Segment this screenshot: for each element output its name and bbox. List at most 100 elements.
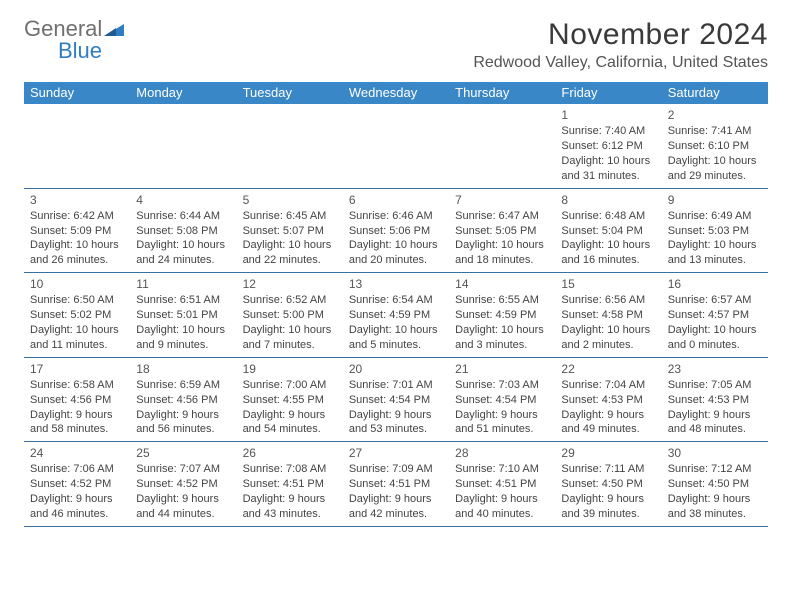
logo-triangle-icon bbox=[104, 18, 124, 40]
day-info-line: Daylight: 9 hours bbox=[349, 408, 443, 423]
calendar-cell: 26Sunrise: 7:08 AMSunset: 4:51 PMDayligh… bbox=[237, 442, 343, 526]
day-number: 20 bbox=[349, 361, 443, 377]
day-info-line: Sunrise: 7:09 AM bbox=[349, 462, 443, 477]
day-info-line: Sunset: 5:03 PM bbox=[668, 224, 762, 239]
day-info-line: Daylight: 10 hours bbox=[561, 238, 655, 253]
calendar-cell: 6Sunrise: 6:46 AMSunset: 5:06 PMDaylight… bbox=[343, 189, 449, 273]
calendar-cell: 28Sunrise: 7:10 AMSunset: 4:51 PMDayligh… bbox=[449, 442, 555, 526]
calendar-cell: 11Sunrise: 6:51 AMSunset: 5:01 PMDayligh… bbox=[130, 273, 236, 357]
day-info-line: Sunset: 4:54 PM bbox=[455, 393, 549, 408]
day-info-line: Sunrise: 7:11 AM bbox=[561, 462, 655, 477]
calendar-cell: 16Sunrise: 6:57 AMSunset: 4:57 PMDayligh… bbox=[662, 273, 768, 357]
day-info-line: and 43 minutes. bbox=[243, 507, 337, 522]
day-number: 22 bbox=[561, 361, 655, 377]
day-info-line: Daylight: 9 hours bbox=[136, 408, 230, 423]
calendar-body: 1Sunrise: 7:40 AMSunset: 6:12 PMDaylight… bbox=[24, 104, 768, 527]
day-info-line: Sunset: 5:05 PM bbox=[455, 224, 549, 239]
day-info-line: Daylight: 10 hours bbox=[668, 323, 762, 338]
calendar-cell: 22Sunrise: 7:04 AMSunset: 4:53 PMDayligh… bbox=[555, 358, 661, 442]
day-number: 26 bbox=[243, 445, 337, 461]
day-info-line: Daylight: 10 hours bbox=[136, 323, 230, 338]
calendar-cell: 30Sunrise: 7:12 AMSunset: 4:50 PMDayligh… bbox=[662, 442, 768, 526]
day-number: 25 bbox=[136, 445, 230, 461]
day-info-line: Sunset: 4:52 PM bbox=[30, 477, 124, 492]
day-info-line: Sunrise: 6:47 AM bbox=[455, 209, 549, 224]
calendar-cell: 21Sunrise: 7:03 AMSunset: 4:54 PMDayligh… bbox=[449, 358, 555, 442]
day-info-line: Daylight: 9 hours bbox=[243, 408, 337, 423]
logo: General Blue bbox=[24, 18, 124, 62]
day-info-line: Sunrise: 6:56 AM bbox=[561, 293, 655, 308]
calendar-cell: 27Sunrise: 7:09 AMSunset: 4:51 PMDayligh… bbox=[343, 442, 449, 526]
day-info-line: Daylight: 9 hours bbox=[243, 492, 337, 507]
day-info-line: Sunset: 4:58 PM bbox=[561, 308, 655, 323]
day-info-line: Daylight: 9 hours bbox=[561, 492, 655, 507]
day-info-line: Sunset: 5:01 PM bbox=[136, 308, 230, 323]
day-info-line: Daylight: 9 hours bbox=[561, 408, 655, 423]
day-number: 3 bbox=[30, 192, 124, 208]
calendar-week: 24Sunrise: 7:06 AMSunset: 4:52 PMDayligh… bbox=[24, 442, 768, 527]
day-info-line: Daylight: 9 hours bbox=[30, 408, 124, 423]
day-info-line: and 22 minutes. bbox=[243, 253, 337, 268]
day-number: 6 bbox=[349, 192, 443, 208]
page-subtitle: Redwood Valley, California, United State… bbox=[473, 54, 768, 72]
day-number: 18 bbox=[136, 361, 230, 377]
day-info-line: and 24 minutes. bbox=[136, 253, 230, 268]
day-info-line: Sunrise: 6:50 AM bbox=[30, 293, 124, 308]
day-info-line: Sunset: 4:56 PM bbox=[136, 393, 230, 408]
day-number: 16 bbox=[668, 276, 762, 292]
day-number: 28 bbox=[455, 445, 549, 461]
day-info-line: Daylight: 10 hours bbox=[561, 154, 655, 169]
day-info-line: and 42 minutes. bbox=[349, 507, 443, 522]
day-header-cell: Friday bbox=[555, 82, 661, 104]
day-header-cell: Tuesday bbox=[237, 82, 343, 104]
day-info-line: Sunrise: 6:54 AM bbox=[349, 293, 443, 308]
day-info-line: and 54 minutes. bbox=[243, 422, 337, 437]
day-info-line: Sunrise: 7:12 AM bbox=[668, 462, 762, 477]
day-info-line: Sunset: 5:04 PM bbox=[561, 224, 655, 239]
title-block: November 2024 Redwood Valley, California… bbox=[473, 18, 768, 72]
calendar-cell: 5Sunrise: 6:45 AMSunset: 5:07 PMDaylight… bbox=[237, 189, 343, 273]
day-info-line: Daylight: 10 hours bbox=[455, 323, 549, 338]
calendar-cell: 23Sunrise: 7:05 AMSunset: 4:53 PMDayligh… bbox=[662, 358, 768, 442]
calendar-cell: 2Sunrise: 7:41 AMSunset: 6:10 PMDaylight… bbox=[662, 104, 768, 188]
day-info-line: Sunrise: 6:49 AM bbox=[668, 209, 762, 224]
day-info-line: Daylight: 10 hours bbox=[561, 323, 655, 338]
day-info-line: Sunset: 4:53 PM bbox=[668, 393, 762, 408]
day-info-line: Sunrise: 6:45 AM bbox=[243, 209, 337, 224]
day-info-line: Sunset: 4:59 PM bbox=[349, 308, 443, 323]
day-number: 12 bbox=[243, 276, 337, 292]
day-number: 15 bbox=[561, 276, 655, 292]
day-number: 14 bbox=[455, 276, 549, 292]
day-info-line: Sunrise: 6:51 AM bbox=[136, 293, 230, 308]
day-info-line: Daylight: 10 hours bbox=[30, 323, 124, 338]
day-info-line: Sunset: 4:57 PM bbox=[668, 308, 762, 323]
day-info-line: Daylight: 10 hours bbox=[668, 238, 762, 253]
day-info-line: and 40 minutes. bbox=[455, 507, 549, 522]
calendar-cell-empty bbox=[343, 104, 449, 188]
calendar-cell-empty bbox=[237, 104, 343, 188]
day-info-line: Daylight: 9 hours bbox=[455, 492, 549, 507]
day-info-line: and 46 minutes. bbox=[30, 507, 124, 522]
day-info-line: Daylight: 10 hours bbox=[136, 238, 230, 253]
day-info-line: Sunrise: 6:58 AM bbox=[30, 378, 124, 393]
calendar-cell: 3Sunrise: 6:42 AMSunset: 5:09 PMDaylight… bbox=[24, 189, 130, 273]
day-info-line: Daylight: 10 hours bbox=[455, 238, 549, 253]
day-info-line: and 20 minutes. bbox=[349, 253, 443, 268]
calendar-cell: 18Sunrise: 6:59 AMSunset: 4:56 PMDayligh… bbox=[130, 358, 236, 442]
calendar-cell: 8Sunrise: 6:48 AMSunset: 5:04 PMDaylight… bbox=[555, 189, 661, 273]
day-info-line: Sunset: 4:51 PM bbox=[243, 477, 337, 492]
day-info-line: Sunset: 4:50 PM bbox=[668, 477, 762, 492]
day-info-line: and 39 minutes. bbox=[561, 507, 655, 522]
calendar-cell-empty bbox=[24, 104, 130, 188]
day-info-line: Sunset: 6:12 PM bbox=[561, 139, 655, 154]
day-info-line: Daylight: 10 hours bbox=[668, 154, 762, 169]
day-info-line: Sunrise: 7:08 AM bbox=[243, 462, 337, 477]
day-header-cell: Thursday bbox=[449, 82, 555, 104]
calendar-cell: 29Sunrise: 7:11 AMSunset: 4:50 PMDayligh… bbox=[555, 442, 661, 526]
day-number: 27 bbox=[349, 445, 443, 461]
day-info-line: Sunrise: 7:00 AM bbox=[243, 378, 337, 393]
day-number: 4 bbox=[136, 192, 230, 208]
day-info-line: Sunset: 5:07 PM bbox=[243, 224, 337, 239]
day-header-cell: Saturday bbox=[662, 82, 768, 104]
day-info-line: Daylight: 10 hours bbox=[243, 323, 337, 338]
